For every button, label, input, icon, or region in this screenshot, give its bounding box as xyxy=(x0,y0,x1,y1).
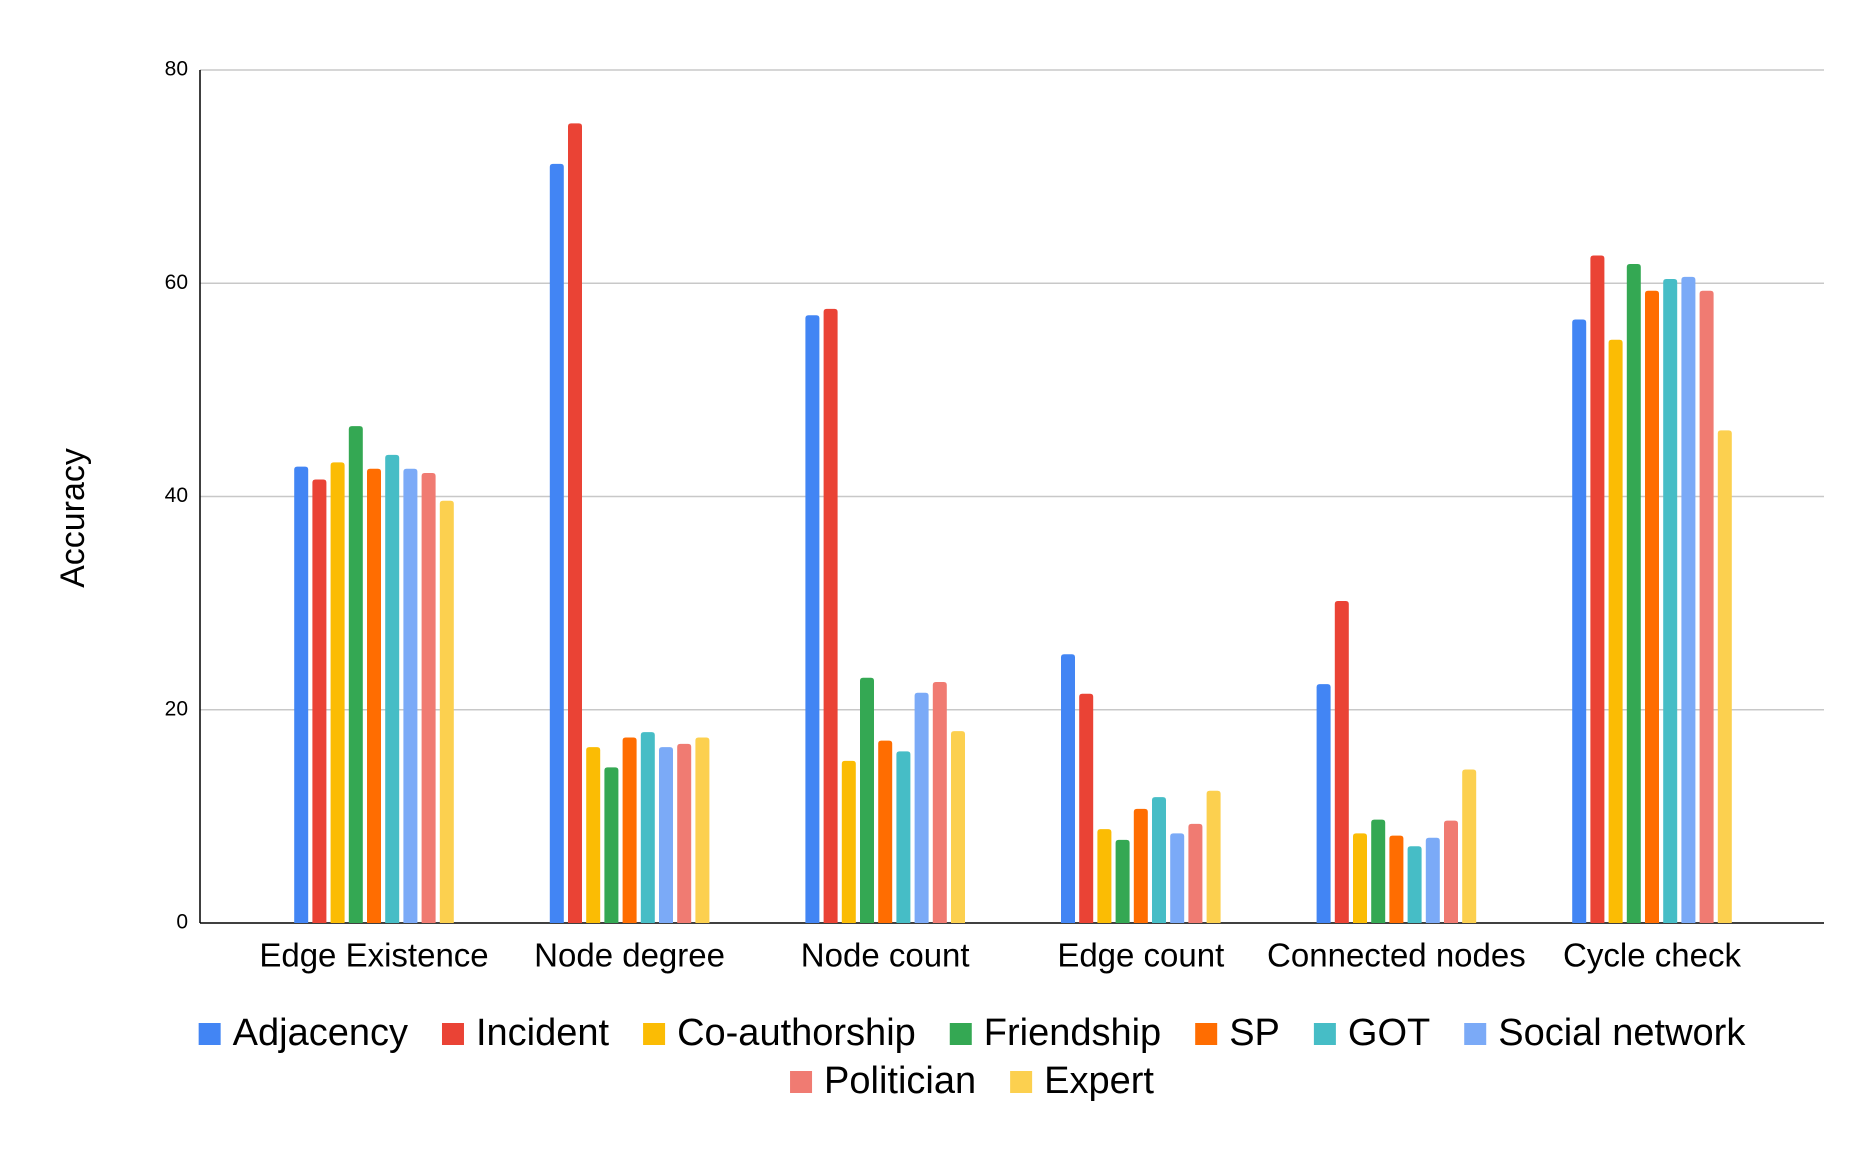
bar xyxy=(878,740,893,923)
legend-swatch xyxy=(643,1023,666,1045)
bar xyxy=(294,466,309,923)
legend-label: Co-authorship xyxy=(677,1012,916,1054)
bar xyxy=(1334,600,1349,923)
bar xyxy=(1425,837,1440,923)
bar xyxy=(914,692,929,923)
x-tick-label: Cycle check xyxy=(1563,937,1741,974)
bar xyxy=(604,767,619,923)
bar xyxy=(1462,769,1477,923)
bar xyxy=(823,308,838,924)
y-axis-title: Accuracy xyxy=(54,448,92,588)
bar xyxy=(640,732,655,923)
x-tick-label: Node count xyxy=(801,937,970,974)
bar xyxy=(841,760,856,923)
legend-label: Friendship xyxy=(984,1012,1161,1054)
bar xyxy=(1097,829,1112,923)
bar xyxy=(622,737,637,923)
bar xyxy=(1206,790,1221,923)
bar xyxy=(439,500,454,923)
bar xyxy=(568,123,582,923)
legend-swatch xyxy=(1313,1023,1336,1045)
legend-swatch xyxy=(1010,1071,1033,1093)
x-tick-label: Connected nodes xyxy=(1267,937,1526,974)
x-tick-label: Edge count xyxy=(1057,937,1224,974)
legend-item: Friendship xyxy=(949,1012,1161,1054)
y-tick-label: 40 xyxy=(165,484,188,507)
bar xyxy=(805,315,820,923)
bar xyxy=(586,747,601,923)
bar xyxy=(367,468,381,923)
legend-item: Adjacency xyxy=(198,1012,408,1054)
bar xyxy=(659,747,673,923)
legend-swatch xyxy=(441,1023,464,1045)
bar xyxy=(695,737,710,923)
legend-item: Politician xyxy=(790,1060,976,1102)
y-tick-label: 60 xyxy=(165,271,188,294)
legend-swatch xyxy=(790,1071,813,1093)
bar xyxy=(1608,339,1623,924)
bar xyxy=(1188,823,1203,923)
bar xyxy=(1353,833,1367,923)
bar xyxy=(1061,654,1075,923)
bar xyxy=(1152,797,1166,923)
bar xyxy=(677,743,692,923)
bar xyxy=(1590,255,1605,924)
bar xyxy=(1079,693,1094,923)
bar xyxy=(549,163,564,923)
bar xyxy=(1316,684,1331,923)
bar xyxy=(1371,819,1386,923)
legend-label: Expert xyxy=(1044,1060,1154,1102)
y-tick-label: 0 xyxy=(176,911,188,934)
legend-label: Politician xyxy=(824,1060,976,1102)
bar xyxy=(860,677,874,923)
bar xyxy=(1572,319,1587,923)
bar xyxy=(330,462,345,923)
bar xyxy=(951,731,965,923)
legend-label: Social network xyxy=(1498,1012,1746,1054)
bar xyxy=(348,426,363,923)
x-tick-label: Node degree xyxy=(534,937,725,974)
legend-swatch xyxy=(949,1023,972,1045)
legend-label: Incident xyxy=(476,1012,610,1054)
bar xyxy=(312,479,327,923)
x-tick-label: Edge Existence xyxy=(259,937,488,974)
legend-item: Social network xyxy=(1464,1012,1746,1054)
y-tick-label: 80 xyxy=(165,58,188,81)
legend-label: SP xyxy=(1229,1012,1280,1054)
legend-item: GOT xyxy=(1313,1012,1430,1054)
bar xyxy=(1681,276,1696,923)
bar xyxy=(1626,264,1641,923)
legend-item: Expert xyxy=(1010,1060,1154,1102)
bar xyxy=(1389,835,1404,923)
legend-item: SP xyxy=(1195,1012,1280,1054)
bar xyxy=(1699,290,1714,923)
legend-label: GOT xyxy=(1348,1012,1430,1054)
bar xyxy=(1444,820,1458,923)
legend-item: Incident xyxy=(441,1012,610,1054)
bar xyxy=(1115,839,1130,923)
bar xyxy=(1663,278,1678,923)
bar xyxy=(932,682,947,923)
bar xyxy=(1407,846,1422,923)
bar xyxy=(1170,833,1185,923)
bar xyxy=(421,473,436,923)
legend-swatch xyxy=(1464,1023,1487,1045)
bar xyxy=(1645,290,1659,923)
bar xyxy=(896,751,911,923)
legend-swatch xyxy=(1195,1023,1218,1045)
bar xyxy=(1133,808,1148,923)
legend-item: Co-authorship xyxy=(643,1012,916,1054)
legend-label: Adjacency xyxy=(233,1012,408,1054)
bar xyxy=(1717,430,1732,923)
bar xyxy=(385,454,400,923)
bar xyxy=(403,468,418,923)
legend-swatch xyxy=(198,1023,221,1045)
y-tick-label: 20 xyxy=(165,697,188,720)
